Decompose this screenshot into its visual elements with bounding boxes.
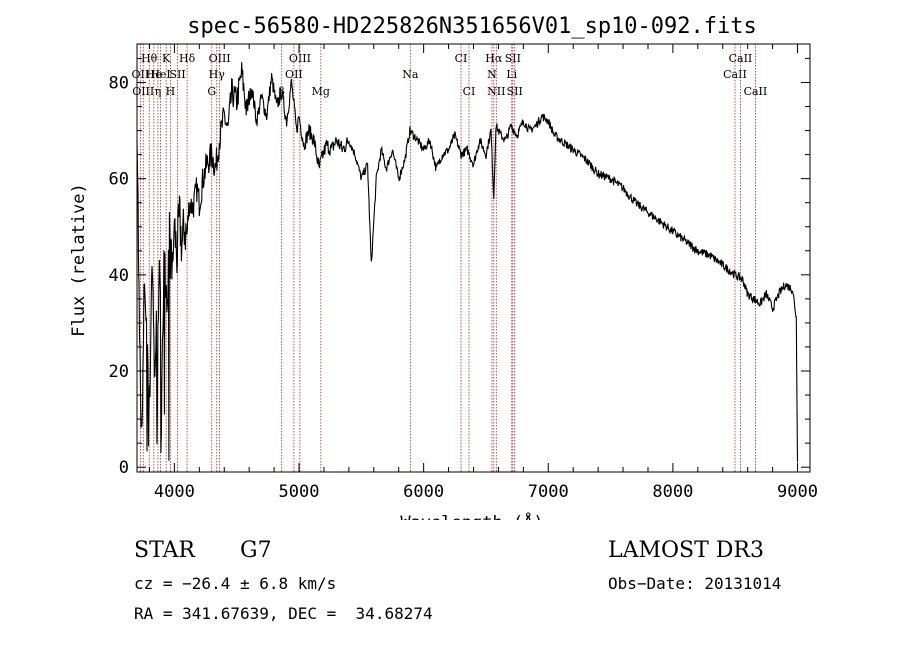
line-marker-label: CaII: [744, 85, 768, 98]
y-axis-label: Flux (relative): [69, 183, 89, 337]
line-marker-label: OIII: [209, 52, 231, 65]
coordinates: RA = 341.67639, DEC = 34.68274: [134, 604, 433, 623]
line-marker-label: NII: [487, 85, 505, 98]
line-markers: OIIOIIIHθHeηHeIKHSIIHδGHγOIIIβOIIOIIIMgN…: [132, 44, 768, 472]
x-tick-label: 8000: [652, 482, 693, 502]
line-marker-label: HeI: [150, 68, 170, 81]
line-marker-label: β: [279, 85, 285, 98]
line-marker-label: Hθ: [141, 52, 158, 65]
line-marker-label: OII: [132, 68, 150, 81]
y-tick-label: 80: [109, 73, 129, 93]
y-tick-label: 60: [109, 170, 129, 190]
spectrum-chart: spec-56580-HD225826N351656V01_sp10-092.f…: [69, 14, 818, 533]
x-tick-label: 9000: [777, 482, 818, 502]
axis-ticks: 4000 5000 6000 7000 8000 9000 0 20 40 60 80: [109, 44, 818, 502]
line-marker-label: G: [207, 85, 216, 98]
line-marker-label: Hγ: [209, 68, 226, 81]
line-marker-label: Hα: [485, 52, 503, 65]
object-class: STAR: [134, 538, 195, 563]
line-marker-label: Mg: [312, 85, 330, 98]
redshift-velocity: cz = −26.4 ± 6.8 km/s: [134, 574, 337, 593]
x-tick-label: 5000: [279, 482, 320, 502]
line-marker-label: Hδ: [179, 52, 196, 65]
line-marker-label: CI: [463, 85, 476, 98]
line-marker-label: CI: [455, 52, 468, 65]
chart-title: spec-56580-HD225826N351656V01_sp10-092.f…: [187, 14, 757, 39]
line-marker-label: N: [487, 68, 497, 81]
line-marker-label: H: [166, 85, 176, 98]
y-tick-label: 20: [109, 362, 129, 382]
x-tick-label: 6000: [403, 482, 444, 502]
x-tick-label: 4000: [154, 482, 195, 502]
y-tick-label: 40: [109, 266, 129, 286]
line-marker-label: SII: [507, 85, 523, 98]
line-marker-label: CaII: [723, 68, 747, 81]
y-tick-label: 0: [119, 458, 129, 478]
survey-name: LAMOST DR3: [608, 538, 764, 563]
line-marker-label: SII: [170, 68, 186, 81]
spectrum-line: [136, 62, 799, 463]
line-marker-label: OII: [285, 68, 303, 81]
line-marker-label: K: [162, 52, 171, 65]
line-marker-label: OIII: [289, 52, 311, 65]
line-marker-label: SII: [505, 52, 521, 65]
line-marker-label: CaII: [729, 52, 753, 65]
object-subclass: G7: [240, 538, 272, 563]
line-marker-label: Na: [402, 68, 419, 81]
observation-date: Obs−Date: 20131014: [608, 574, 782, 593]
line-marker-label: η: [155, 85, 162, 98]
x-tick-label: 7000: [528, 482, 569, 502]
line-marker-label: OIII: [132, 85, 154, 98]
plot-frame: [136, 43, 811, 473]
x-axis-label: Wavelength (Å): [400, 511, 543, 520]
line-marker-label: Li: [506, 68, 517, 81]
